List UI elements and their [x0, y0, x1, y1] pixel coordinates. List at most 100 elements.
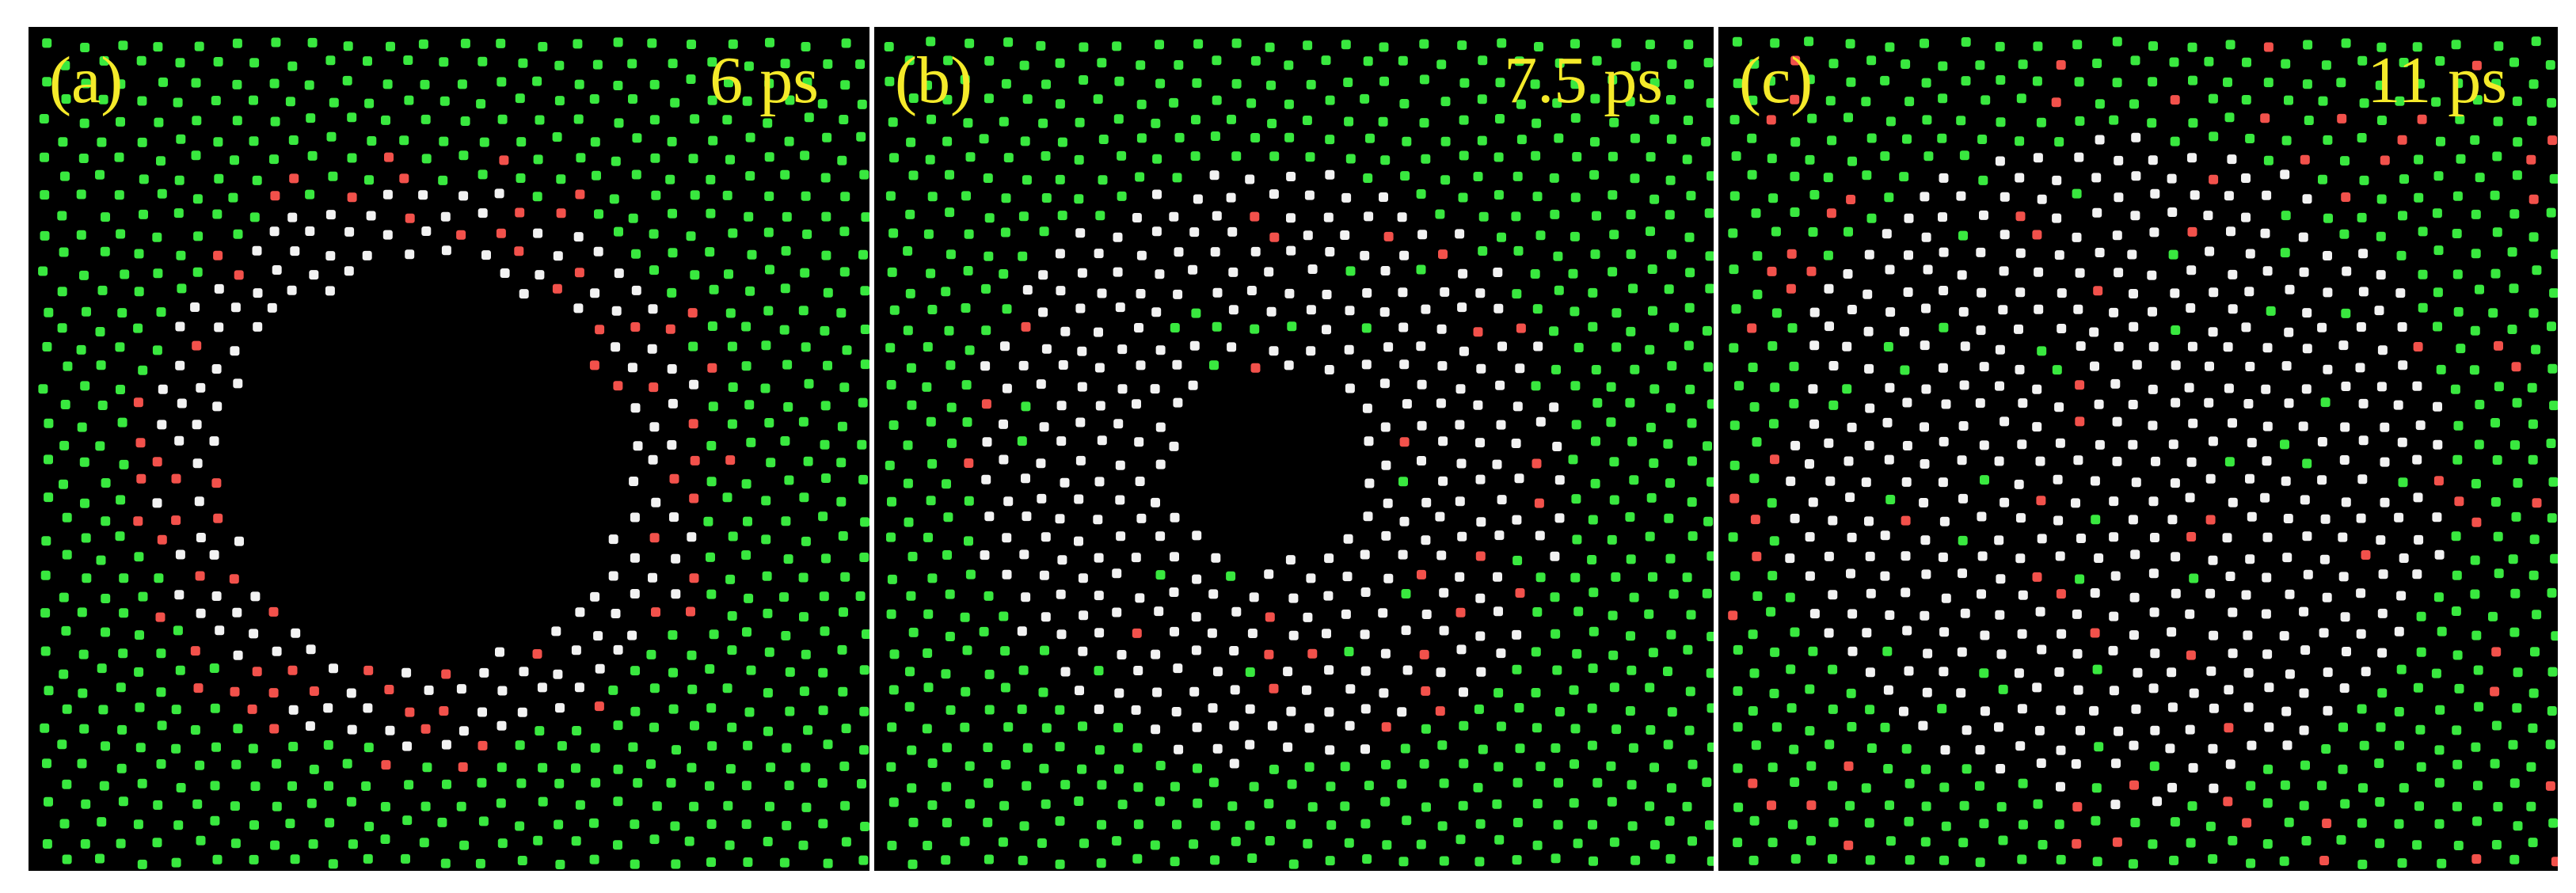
atom: [40, 723, 50, 733]
atom: [1790, 440, 1801, 450]
atom: [342, 758, 352, 769]
atom: [2377, 688, 2388, 698]
atom: [1172, 173, 1182, 183]
atom: [646, 649, 656, 659]
atom: [1345, 684, 1356, 694]
atom: [1476, 517, 1486, 527]
atom: [2547, 363, 2558, 374]
atom: [1475, 288, 1486, 298]
atom: [1114, 688, 1124, 698]
atom: [2089, 705, 2099, 716]
atom: [2494, 41, 2504, 51]
atom: [2532, 265, 2542, 276]
atom: [457, 79, 467, 89]
atom: [1747, 133, 1757, 143]
atom: [2340, 799, 2350, 809]
atom: [1056, 589, 1066, 599]
atom: [309, 270, 319, 280]
atom: [1380, 155, 1391, 165]
atom: [1880, 722, 1890, 732]
atom: [2128, 859, 2138, 869]
atom: [647, 344, 657, 354]
atom: [630, 819, 640, 830]
atom: [945, 169, 954, 180]
atom: [2165, 743, 2175, 754]
atom: [538, 42, 548, 51]
atom: [2323, 364, 2333, 374]
atom: [2260, 492, 2270, 503]
atom: [2509, 283, 2519, 294]
atom: [1514, 703, 1524, 712]
atom: [1303, 612, 1313, 622]
atom: [836, 496, 847, 507]
atom: [326, 131, 337, 142]
atom: [946, 249, 956, 260]
atom: [1152, 687, 1162, 697]
atom: [116, 116, 125, 127]
atom: [533, 835, 543, 846]
atom: [859, 745, 869, 755]
atom: [2015, 553, 2026, 564]
atom: [1920, 38, 1929, 48]
atom: [923, 80, 932, 90]
atom: [1960, 608, 1970, 618]
atom: [1210, 820, 1220, 830]
atom: [2358, 249, 2369, 259]
atom: [589, 94, 599, 104]
atom: [2452, 191, 2463, 201]
atom: [1729, 191, 1740, 201]
atom: [609, 194, 619, 204]
atom: [2511, 362, 2521, 372]
atom: [1516, 99, 1526, 109]
atom: [2510, 440, 2520, 450]
atom: [42, 77, 52, 87]
atom: [965, 799, 975, 809]
atom: [175, 549, 185, 560]
atom: [1400, 743, 1410, 754]
atom: [1000, 682, 1010, 693]
atom: [152, 457, 162, 467]
atom: [2228, 607, 2238, 618]
atom: [1097, 435, 1107, 446]
atom: [821, 553, 831, 564]
atom: [2357, 55, 2368, 66]
atom: [1455, 607, 1466, 618]
atom: [532, 649, 542, 659]
atom: [2186, 838, 2196, 848]
atom: [60, 60, 70, 70]
atom: [1701, 136, 1711, 146]
atom: [2072, 838, 2082, 849]
atom: [1174, 132, 1185, 142]
atom: [1707, 399, 1714, 409]
atom: [1151, 307, 1162, 317]
atom: [2376, 231, 2386, 241]
atom: [115, 342, 125, 352]
atom: [1173, 663, 1183, 674]
atom: [1136, 513, 1147, 523]
atom: [1019, 821, 1029, 831]
atom: [2224, 383, 2234, 393]
atom: [1173, 289, 1183, 299]
atom: [133, 516, 143, 526]
atom: [348, 839, 358, 849]
atom: [1284, 288, 1295, 298]
atom: [420, 114, 431, 124]
atom: [1866, 743, 1877, 753]
atom: [173, 820, 184, 830]
atom: [1533, 341, 1543, 352]
atom: [2260, 228, 2270, 238]
atom: [903, 440, 913, 450]
atom: [2414, 534, 2424, 545]
atom: [1056, 629, 1067, 640]
atom: [1074, 536, 1083, 546]
atom: [1532, 723, 1542, 733]
atom: [1552, 98, 1562, 108]
atom: [1324, 665, 1334, 675]
atom: [1899, 326, 1909, 336]
atom: [2186, 303, 2196, 313]
atom: [669, 512, 679, 522]
atom: [2073, 455, 2083, 466]
atom: [1864, 818, 1874, 828]
atom: [2493, 531, 2503, 542]
atom: [2454, 496, 2464, 507]
